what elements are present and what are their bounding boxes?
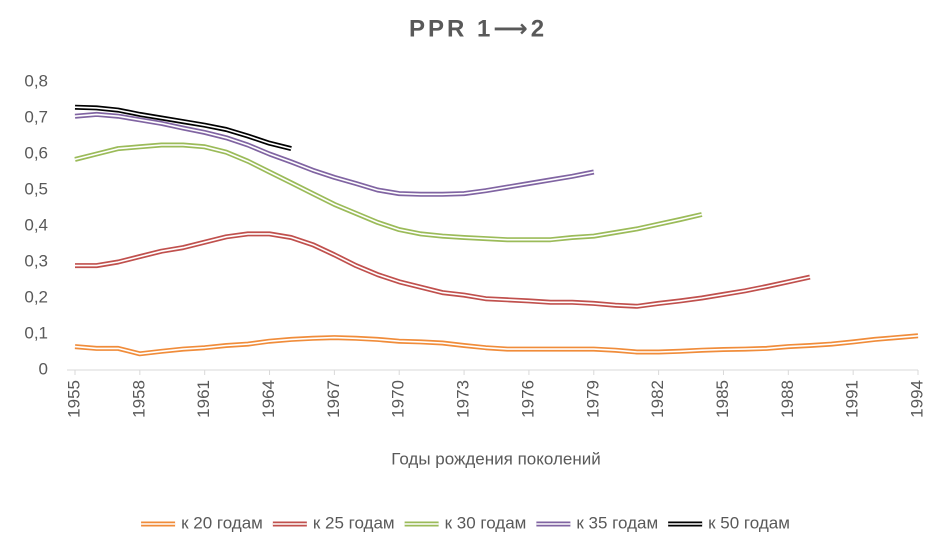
series-line-inner: [74, 144, 702, 241]
x-tick-label: 1970: [389, 380, 408, 418]
y-tick-label: 0,4: [24, 215, 48, 234]
legend-label: к 50 годам: [708, 513, 790, 532]
series-line-inner: [74, 106, 292, 150]
legend-label: к 20 годам: [181, 513, 263, 532]
chart-title: PPR 1⟶2: [409, 15, 547, 42]
x-axis-label: Годы рождения поколений: [391, 449, 600, 468]
x-tick-label: 1994: [907, 380, 926, 418]
y-tick-label: 0,1: [24, 323, 48, 342]
x-tick-label: 1958: [129, 380, 148, 418]
y-tick-label: 0,3: [24, 251, 48, 270]
x-tick-label: 1976: [518, 380, 537, 418]
x-tick-label: 1964: [259, 380, 278, 418]
y-tick-label: 0,5: [24, 179, 48, 198]
y-tick-label: 0,7: [24, 107, 48, 126]
x-tick-label: 1973: [454, 380, 473, 418]
series-line: [75, 231, 811, 309]
x-tick-label: 1967: [324, 380, 343, 418]
x-tick-label: 1961: [194, 380, 213, 418]
y-tick-label: 0,6: [24, 143, 48, 162]
series-line-inner: [74, 335, 919, 355]
series-line: [74, 333, 919, 357]
legend-label: к 35 годам: [576, 513, 658, 532]
x-tick-label: 1955: [64, 380, 83, 418]
x-tick-label: 1982: [648, 380, 667, 418]
y-tick-label: 0,8: [24, 71, 48, 90]
x-tick-label: 1985: [713, 380, 732, 418]
x-tick-label: 1979: [583, 380, 602, 418]
y-tick-label: 0,2: [24, 287, 48, 306]
series-line: [74, 111, 595, 197]
y-tick-label: 0: [39, 359, 48, 378]
legend-label: к 25 годам: [313, 513, 395, 532]
x-tick-label: 1991: [843, 380, 862, 418]
series-line-inner: [75, 233, 811, 308]
legend-label: к 30 годам: [445, 513, 527, 532]
series-line-inner: [74, 113, 594, 196]
x-tick-label: 1988: [778, 380, 797, 418]
